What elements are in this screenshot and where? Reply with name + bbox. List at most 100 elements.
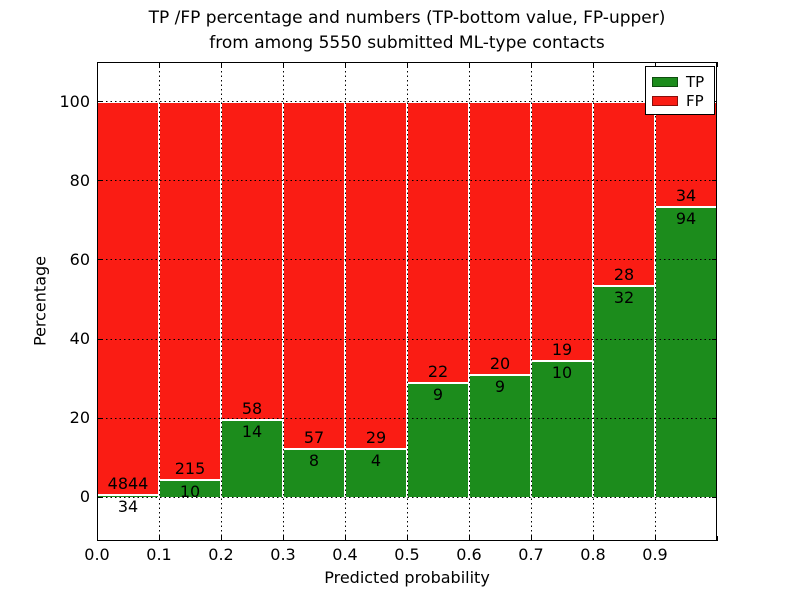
bar-value-tp: 10 xyxy=(179,481,201,501)
chart-title: TP /FP percentage and numbers (TP-bottom… xyxy=(90,6,724,56)
bar-segment-fp xyxy=(531,101,593,361)
legend-fp-swatch-icon xyxy=(652,95,678,106)
x-tick-mark xyxy=(220,62,222,67)
x-tick-label: 0.9 xyxy=(642,545,668,564)
gridline-vertical xyxy=(282,62,284,541)
y-tick-label: 100 xyxy=(59,91,90,111)
gridline-vertical xyxy=(530,62,532,541)
bar-value-tp: 32 xyxy=(613,288,635,308)
bar-value-fp: 215 xyxy=(174,458,206,478)
bar-segment-fp xyxy=(407,101,469,383)
bar-segment-tp xyxy=(221,420,283,498)
y-tick-mark xyxy=(712,496,717,498)
y-tick-mark xyxy=(712,180,717,182)
gridline-vertical xyxy=(468,62,470,541)
bar-segment-fp xyxy=(97,101,159,495)
y-tick-label: 80 xyxy=(69,170,90,190)
x-tick-mark xyxy=(158,536,160,541)
chart-title-line2: from among 5550 submitted ML-type contac… xyxy=(209,33,605,53)
bar-value-fp: 58 xyxy=(241,399,263,419)
y-tick-label: 20 xyxy=(69,408,90,428)
x-tick-label: 0.4 xyxy=(332,545,358,564)
gridline-horizontal xyxy=(97,338,717,340)
gridline-vertical xyxy=(592,62,594,541)
x-tick-mark xyxy=(530,62,532,67)
x-tick-mark xyxy=(282,62,284,67)
y-tick-mark xyxy=(97,338,102,340)
legend-item-fp: FP xyxy=(652,91,708,110)
bar-value-tp: 14 xyxy=(241,422,263,442)
x-tick-label: 0.0 xyxy=(84,545,110,564)
y-tick-label: 40 xyxy=(69,329,90,349)
bar-value-fp: 29 xyxy=(365,428,387,448)
legend-item-tp: TP xyxy=(652,72,708,91)
gridline-vertical xyxy=(654,62,656,541)
x-tick-label: 0.2 xyxy=(208,545,234,564)
bar-segment-fp xyxy=(283,101,345,449)
x-tick-mark xyxy=(716,536,718,541)
bar-segment-fp xyxy=(159,101,221,480)
bar-segment-fp xyxy=(655,101,717,207)
bar-value-fp: 34 xyxy=(675,185,697,205)
gridline-horizontal xyxy=(97,417,717,419)
x-tick-mark xyxy=(468,536,470,541)
x-axis-label: Predicted probability xyxy=(324,568,490,587)
legend-tp-swatch-icon xyxy=(652,76,678,87)
gridline-vertical xyxy=(406,62,408,541)
x-tick-mark xyxy=(406,62,408,67)
x-tick-mark xyxy=(282,536,284,541)
x-tick-mark xyxy=(406,536,408,541)
x-tick-label: 0.6 xyxy=(456,545,482,564)
bar-value-tp: 4 xyxy=(370,451,382,471)
x-tick-mark xyxy=(654,536,656,541)
bar-value-tp: 34 xyxy=(117,496,139,516)
x-tick-mark xyxy=(158,62,160,67)
bar-segment-fp xyxy=(593,101,655,287)
bar-segment-tp xyxy=(655,206,717,498)
x-tick-mark xyxy=(592,536,594,541)
legend: TP FP xyxy=(645,66,715,115)
gridline-horizontal xyxy=(97,101,717,103)
plot-area: 4844 34 215 10 58 14 57 8 29 4 22 9 20 9 19 10 28 32 34 94 xyxy=(96,62,718,541)
x-tick-label: 0.8 xyxy=(580,545,606,564)
gridline-vertical xyxy=(344,62,346,541)
gridline-horizontal xyxy=(97,259,717,261)
bar-value-fp: 22 xyxy=(427,361,449,381)
bar-segment-tp xyxy=(345,449,407,498)
y-tick-mark xyxy=(97,496,102,498)
bar-segment-tp xyxy=(593,286,655,498)
y-tick-mark xyxy=(97,180,102,182)
bar-segment-fp xyxy=(469,101,531,375)
gridline-vertical xyxy=(220,62,222,541)
bar-value-fp: 20 xyxy=(489,353,511,373)
x-tick-mark xyxy=(344,536,346,541)
x-tick-mark xyxy=(592,62,594,67)
x-tick-label: 0.5 xyxy=(394,545,420,564)
legend-label-fp: FP xyxy=(686,91,704,110)
y-tick-mark xyxy=(712,259,717,261)
y-tick-label: 0 xyxy=(79,487,90,507)
bar-value-tp: 10 xyxy=(551,362,573,382)
bar-value-tp: 9 xyxy=(494,376,506,396)
y-tick-mark xyxy=(97,101,102,103)
chart-title-line1: TP /FP percentage and numbers (TP-bottom… xyxy=(148,8,666,28)
y-tick-mark xyxy=(712,417,717,419)
gridline-horizontal xyxy=(97,180,717,182)
bar-segment-fp xyxy=(345,101,407,450)
x-tick-mark xyxy=(344,62,346,67)
bar-value-tp: 8 xyxy=(308,450,320,470)
gridline-horizontal xyxy=(97,496,717,498)
x-tick-mark xyxy=(530,536,532,541)
y-tick-mark xyxy=(97,417,102,419)
x-tick-label: 0.7 xyxy=(518,545,544,564)
x-tick-mark xyxy=(716,62,718,67)
bar-value-fp: 19 xyxy=(551,339,573,359)
x-tick-label: 0.3 xyxy=(270,545,296,564)
bar-value-tp: 94 xyxy=(675,208,697,228)
x-tick-mark xyxy=(96,536,98,541)
y-tick-label: 60 xyxy=(69,249,90,269)
bar-segment-tp xyxy=(407,382,469,498)
legend-label-tp: TP xyxy=(686,72,705,91)
x-tick-mark xyxy=(468,62,470,67)
